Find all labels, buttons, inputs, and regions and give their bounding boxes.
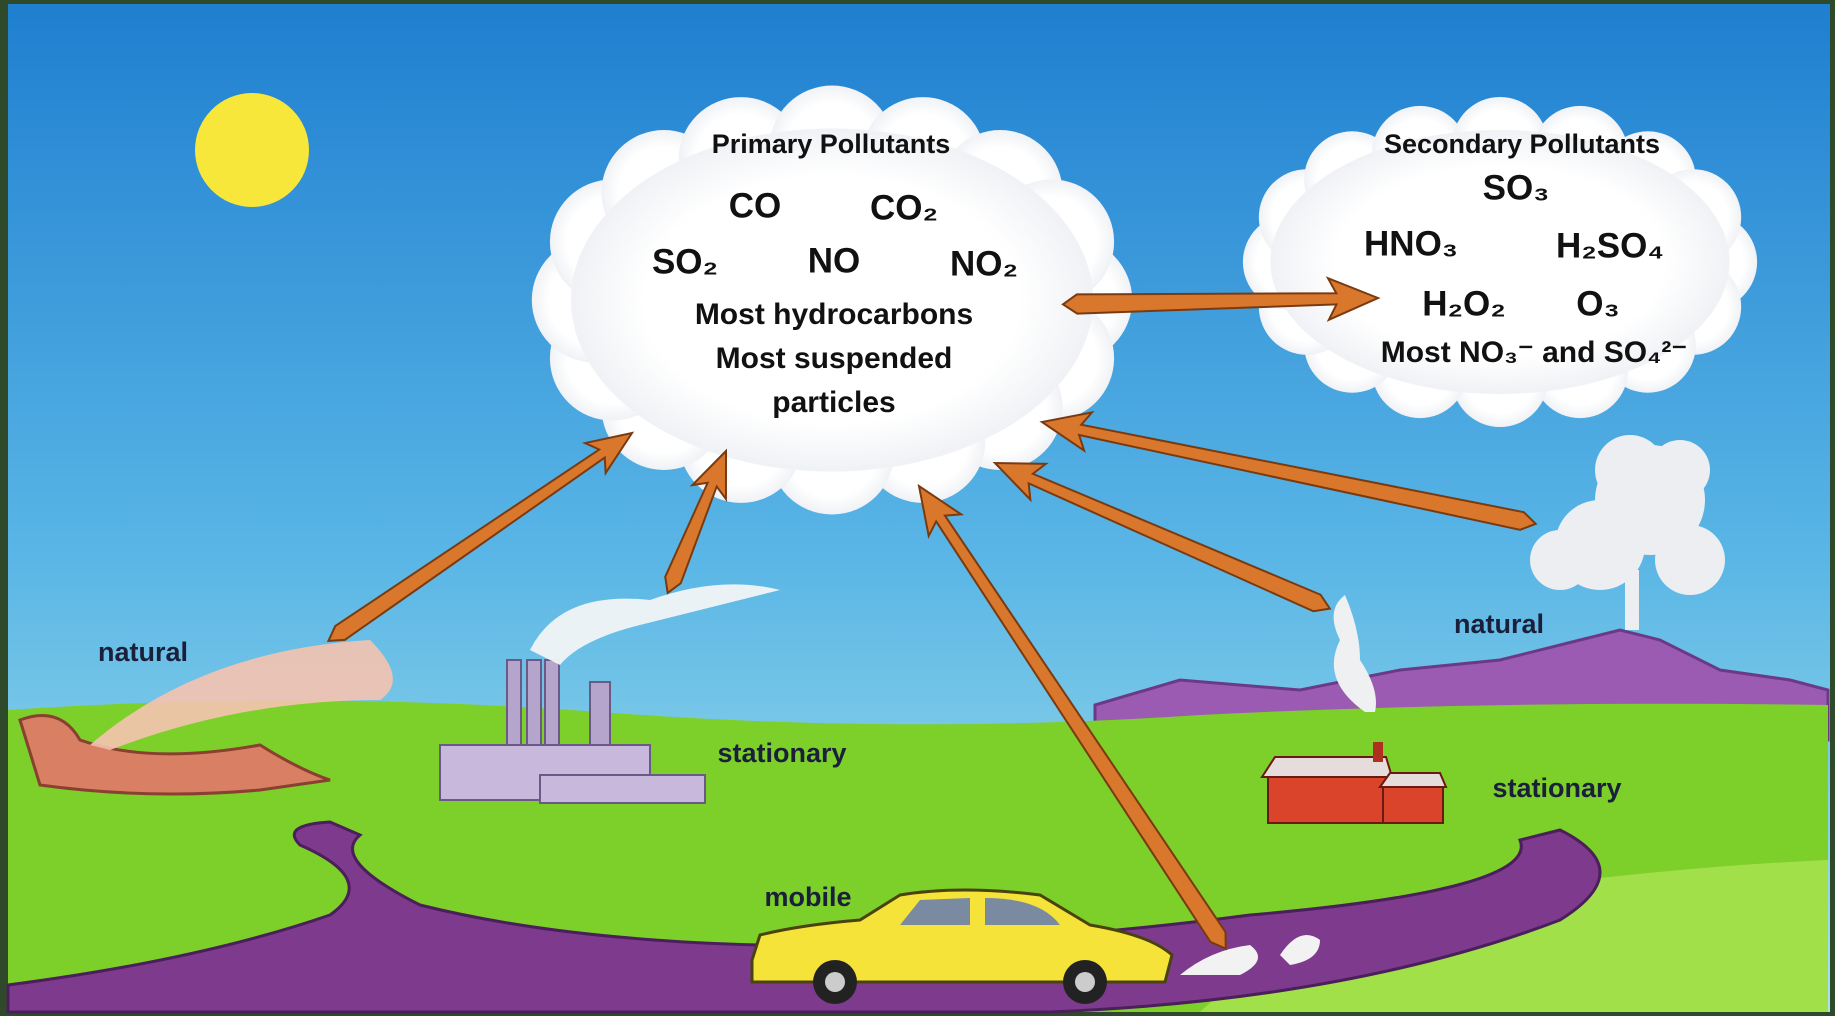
- pollutant: NO: [808, 241, 861, 280]
- pollutant-line: Most NO₃⁻ and SO₄²⁻: [1381, 336, 1688, 369]
- pollutant: HNO₃: [1364, 224, 1458, 263]
- pollutant: O₃: [1576, 284, 1619, 323]
- pollutant: SO₂: [652, 242, 718, 281]
- pollutant: CO: [729, 186, 782, 225]
- pollutant-line: particles: [772, 386, 895, 419]
- pollutant-line: Most hydrocarbons: [695, 298, 973, 331]
- pollutant: CO₂: [870, 188, 938, 227]
- source-label: mobile: [764, 882, 851, 912]
- page: {"primary_cloud": {"title": "Primary Pol…: [0, 0, 1835, 1016]
- pollutant: H₂SO₄: [1556, 226, 1664, 265]
- sun: [195, 93, 309, 207]
- pollutant: NO₂: [950, 244, 1018, 283]
- pollution-diagram: Primary Pollutants CO CO₂ SO₂ NO NO₂ Mos…: [0, 0, 1835, 1016]
- secondary-title: Secondary Pollutants: [1384, 129, 1660, 159]
- pollutant-line: Most suspended: [716, 342, 953, 375]
- source-label: natural: [98, 637, 188, 667]
- primary-title: Primary Pollutants: [712, 129, 951, 159]
- pollutant: SO₃: [1483, 168, 1550, 207]
- pollutant: H₂O₂: [1422, 284, 1506, 323]
- source-label: stationary: [1492, 773, 1621, 803]
- source-label: stationary: [717, 738, 846, 768]
- source-label: natural: [1454, 609, 1544, 639]
